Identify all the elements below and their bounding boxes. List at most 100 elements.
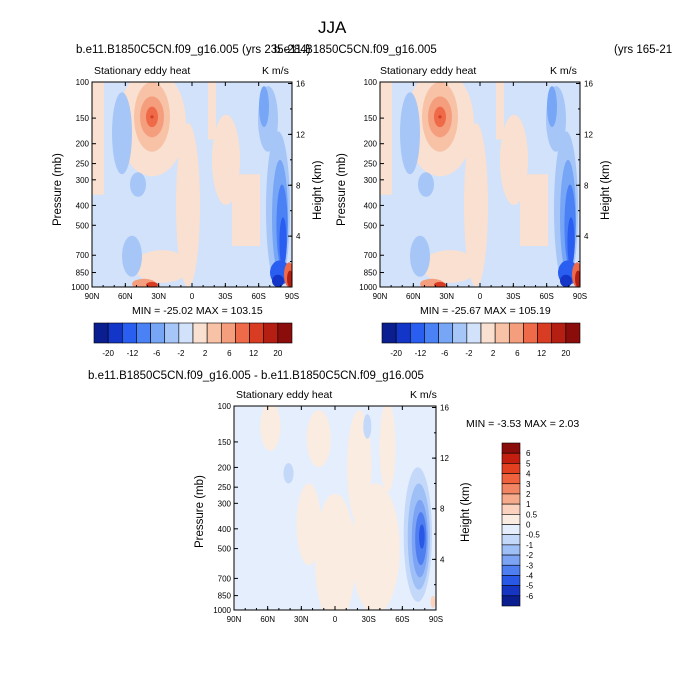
- colorbar-label: -6: [441, 349, 449, 358]
- colorbar-box: [220, 322, 236, 344]
- positive-band: [314, 493, 356, 610]
- positive-band: [351, 483, 400, 610]
- y-tick-label: 400: [218, 525, 232, 534]
- colorbar-box: [494, 322, 510, 344]
- colorbar-label: -2: [177, 349, 185, 358]
- negative-core: [567, 217, 575, 267]
- y-tick-label: 500: [364, 221, 378, 230]
- colorbar-box: [501, 575, 521, 586]
- colorbar-box: [395, 322, 411, 344]
- x-tick-label: 30N: [151, 292, 166, 301]
- y-tick-label: 250: [364, 160, 378, 169]
- colorbar-label: 6: [515, 349, 520, 358]
- colorbar-label: 2: [526, 490, 531, 499]
- panel1-right-string: K m/s: [262, 65, 289, 77]
- y-tick-label: 200: [76, 140, 90, 149]
- y-right-tick-label: 8: [440, 505, 445, 514]
- colorbar-label: 0.5: [526, 510, 538, 519]
- y-tick-label: 1000: [71, 283, 89, 292]
- negative-band: [418, 172, 434, 197]
- colorbar-label: -20: [102, 349, 114, 358]
- colorbar-label: 5: [526, 459, 531, 468]
- colorbar-box: [164, 322, 180, 344]
- x-tick-label: 30N: [294, 615, 309, 624]
- y-tick-label: 300: [76, 176, 90, 185]
- x-tick-label: 60N: [406, 292, 421, 301]
- surface-positive: [287, 270, 292, 287]
- y-tick-label: 100: [364, 78, 378, 87]
- colorbar-box: [235, 322, 250, 344]
- colorbar-label: 12: [537, 349, 546, 358]
- panel3-stats: MIN = -3.53 MAX = 2.03: [466, 418, 580, 430]
- colorbar-label: 3: [526, 480, 531, 489]
- y-right-tick-label: 16: [584, 80, 593, 89]
- negative-core: [272, 274, 284, 287]
- colorbar-label: 6: [526, 449, 531, 458]
- negative-band: [363, 414, 372, 439]
- colorbar-box: [501, 554, 521, 566]
- x-tick-label: 30N: [439, 292, 454, 301]
- colorbar-box: [501, 544, 521, 556]
- positive-band: [134, 250, 190, 283]
- colorbar-label: -4: [526, 571, 534, 580]
- colorbar-label: 20: [561, 349, 570, 358]
- x-tick-label: 0: [333, 615, 338, 624]
- colorbar-box: [424, 322, 439, 344]
- x-tick-label: 90S: [429, 615, 443, 624]
- panel2-field: [380, 82, 580, 287]
- colorbar-label: -3: [526, 561, 534, 570]
- max-marker: [150, 115, 154, 119]
- colorbar-box: [121, 322, 137, 344]
- x-tick-label: 0: [190, 292, 195, 301]
- positive-band: [92, 82, 104, 195]
- colorbar-box: [178, 322, 194, 344]
- negative-band: [122, 235, 142, 277]
- negative-band: [400, 92, 420, 175]
- colorbar-label: -1: [526, 541, 534, 550]
- y-right-tick-label: 4: [296, 232, 301, 241]
- panel3-right-string: K m/s: [410, 389, 437, 401]
- positive-band: [176, 123, 200, 287]
- colorbar-box: [501, 514, 521, 525]
- x-tick-label: 90N: [85, 292, 100, 301]
- y-tick-label: 300: [364, 176, 378, 185]
- x-tick-label: 60S: [540, 292, 554, 301]
- colorbar-box: [381, 322, 397, 344]
- positive-band: [464, 123, 488, 287]
- panel2-title: b.e11.B1850C5CN.f09_g16.005: [274, 44, 437, 56]
- colorbar-label: -6: [526, 592, 534, 601]
- colorbar-box: [277, 322, 293, 344]
- y-tick-label: 1000: [213, 606, 231, 615]
- y-tick-label: 200: [218, 463, 232, 472]
- colorbar-box: [136, 322, 151, 344]
- negative-band: [547, 86, 557, 128]
- colorbar-box: [438, 322, 454, 344]
- panel1-left-string: Stationary eddy heat: [94, 65, 191, 77]
- colorbar-label: -6: [153, 349, 161, 358]
- negative-band: [130, 172, 146, 197]
- positive-band: [496, 82, 504, 140]
- x-tick-label: 60N: [260, 615, 275, 624]
- negative-core: [560, 274, 572, 287]
- y-right-tick-label: 8: [296, 181, 301, 190]
- panel2-title-years: (yrs 165-21: [614, 44, 673, 56]
- colorbar-box: [501, 483, 521, 495]
- y-tick-label: 300: [218, 499, 232, 508]
- colorbar-box: [206, 322, 222, 344]
- y-right-tick-label: 16: [296, 80, 305, 89]
- colorbar-box: [501, 463, 521, 474]
- panel3-title: b.e11.B1850C5CN.f09_g16.005 - b.e11.B185…: [88, 370, 424, 382]
- x-tick-label: 0: [478, 292, 483, 301]
- negative-core: [279, 217, 287, 267]
- y-tick-label: 1000: [359, 283, 377, 292]
- colorbar-label: 0: [526, 521, 531, 530]
- y-tick-label: 850: [76, 269, 90, 278]
- colorbar-box: [249, 322, 265, 344]
- y-tick-label: 200: [364, 140, 378, 149]
- y-tick-label: 850: [218, 592, 232, 601]
- y-tick-label: 150: [76, 114, 90, 123]
- x-tick-label: 90S: [285, 292, 299, 301]
- y-right-tick-label: 16: [440, 403, 449, 412]
- colorbar-label: -20: [390, 349, 402, 358]
